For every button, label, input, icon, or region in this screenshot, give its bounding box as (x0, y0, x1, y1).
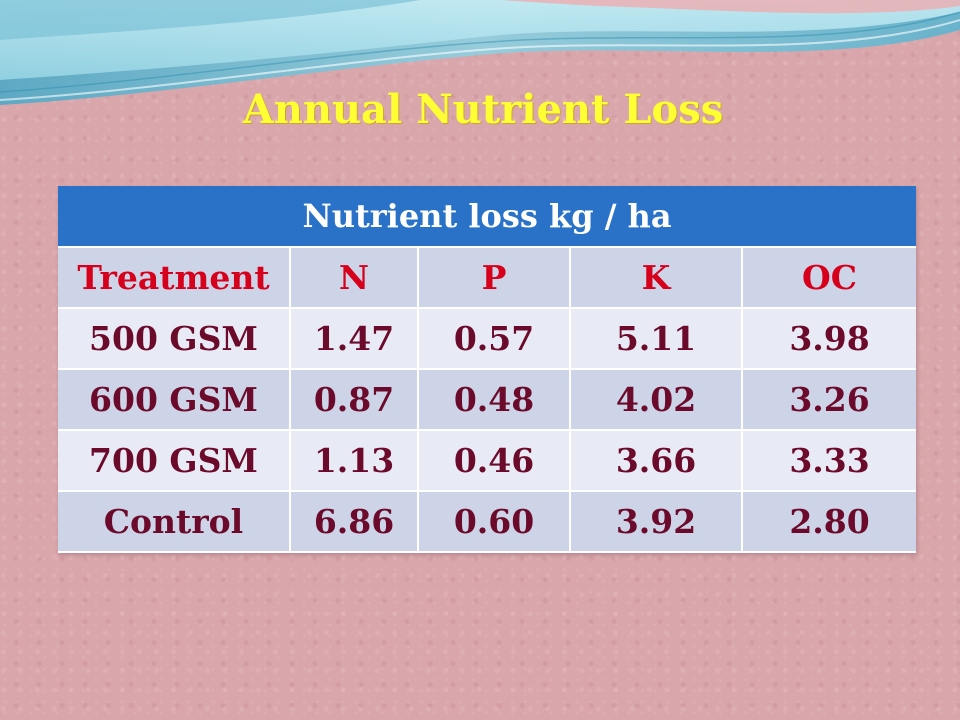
table-cell-n: 1.13 (290, 430, 419, 492)
table-cell-p: 0.57 (418, 308, 571, 370)
slide-title: Annual Nutrient Loss (0, 86, 960, 134)
table-cell-treatment: 500 GSM (58, 308, 291, 370)
table-cell-oc: 3.98 (742, 308, 917, 370)
column-header-p: P (418, 247, 571, 309)
nutrient-loss-table: Nutrient loss kg / ha Treatment N P K OC… (58, 186, 917, 553)
table-cell-n: 6.86 (290, 491, 419, 553)
table-row: 700 GSM 1.13 0.46 3.66 3.33 (58, 430, 917, 492)
table-row: Control 6.86 0.60 3.92 2.80 (58, 491, 917, 553)
table-cell-n: 0.87 (290, 369, 419, 431)
slide-title-text: Annual Nutrient Loss (242, 86, 724, 133)
table-cell-treatment: Control (58, 491, 291, 553)
table-cell-treatment: 700 GSM (58, 430, 291, 492)
table-cell-k: 3.66 (570, 430, 743, 492)
table-cell-oc: 2.80 (742, 491, 917, 553)
table-column-header-row: Treatment N P K OC (58, 247, 917, 309)
table-cell-oc: 3.26 (742, 369, 917, 431)
column-header-treatment: Treatment (58, 247, 291, 309)
table-caption: Nutrient loss kg / ha (58, 186, 917, 248)
table-cell-p: 0.48 (418, 369, 571, 431)
table-cell-k: 5.11 (570, 308, 743, 370)
table-cell-n: 1.47 (290, 308, 419, 370)
table-cell-p: 0.60 (418, 491, 571, 553)
table-cell-p: 0.46 (418, 430, 571, 492)
table-cell-k: 4.02 (570, 369, 743, 431)
column-header-n: N (290, 247, 419, 309)
column-header-oc: OC (742, 247, 917, 309)
table-row: 500 GSM 1.47 0.57 5.11 3.98 (58, 308, 917, 370)
column-header-k: K (570, 247, 743, 309)
table-cell-k: 3.92 (570, 491, 743, 553)
table-cell-oc: 3.33 (742, 430, 917, 492)
table-row: 600 GSM 0.87 0.48 4.02 3.26 (58, 369, 917, 431)
table-caption-row: Nutrient loss kg / ha (58, 186, 917, 248)
table-cell-treatment: 600 GSM (58, 369, 291, 431)
decorative-wave-banner (0, 0, 960, 105)
